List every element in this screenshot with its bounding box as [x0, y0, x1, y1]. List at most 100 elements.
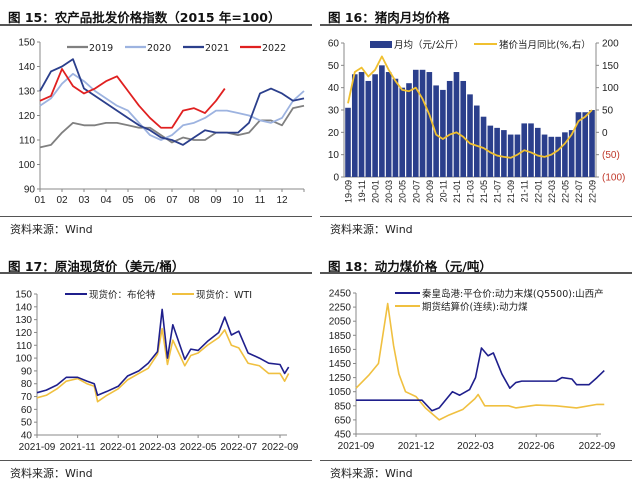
fig15-xtick-label: 01	[34, 195, 46, 206]
fig15-xtick-label: 03	[78, 195, 90, 206]
fig15-ytick-label: 130	[18, 87, 35, 98]
fig16-legend-swatch	[370, 41, 392, 48]
fig16-right-ytick-label: 100	[602, 83, 619, 94]
fig16-bar-21-10	[514, 134, 521, 177]
fig18-ytick-label: 2450	[329, 289, 352, 300]
fig17-xtick-label: 2022-09	[262, 442, 299, 453]
fig16-title: 图 16：猪肉月均价格	[328, 10, 450, 25]
fig16-xtick-label: 20-09	[425, 180, 435, 203]
fig16-bar-20-01	[372, 74, 378, 177]
fig15-series-2022	[39, 68, 226, 129]
fig18-legend-label: 期货结算价(连续):动力煤	[422, 301, 528, 313]
fig16-left-ytick-label: 0	[333, 173, 339, 184]
fig17-ytick-label: 110	[16, 341, 32, 352]
fig16-left-ytick-label: 10	[328, 150, 340, 161]
fig16-xtick-label: 21-11	[520, 180, 530, 202]
fig15-xtick-label: 04	[100, 195, 112, 206]
fig17-source-rule	[0, 460, 312, 461]
fig16-bar-19-12	[365, 80, 372, 177]
fig16-legend-label: 猪价当月同比(%,右）	[499, 39, 591, 51]
fig16-xtick-label: 20-01	[371, 180, 381, 203]
fig16-bar-20-07	[412, 69, 419, 177]
fig16-right-ytick-label: 0	[602, 128, 608, 139]
fig18-ytick-label: 2050	[329, 317, 352, 328]
fig15-source-rule	[0, 216, 312, 217]
fig17-ytick-label: 50	[21, 418, 33, 429]
fig16-xtick-label: 21-03	[466, 180, 476, 203]
fig16-xtick-label: 21-01	[452, 180, 462, 203]
fig16-bar-22-02	[541, 134, 548, 177]
fig18-xtick-label: 2022-03	[457, 441, 494, 452]
fig18-ytick-label: 450	[334, 430, 351, 441]
fig17-source: 资料来源：Wind	[10, 467, 93, 480]
fig16-bar-21-06	[487, 125, 494, 177]
fig16-bar-19-11	[358, 72, 365, 177]
fig18-ytick-label: 1850	[329, 331, 352, 342]
fig18-title: 图 18：动力煤价格（元/吨）	[328, 259, 492, 274]
fig16-xtick-label: 20-03	[384, 180, 394, 203]
fig15-ytick-label: 120	[18, 111, 35, 122]
fig15-ytick-label: 150	[18, 38, 35, 49]
fig18-title-rule	[320, 272, 632, 274]
fig15-legend-label: 2019	[89, 43, 113, 54]
fig15-title-rule	[0, 24, 312, 26]
fig17-xtick-label: 2022-03	[139, 442, 176, 453]
fig16-source-rule	[320, 216, 632, 217]
fig16-right-ytick-label: 50	[602, 106, 614, 117]
fig17-xtick-label: 2021-11	[60, 442, 96, 453]
fig16-xtick-label: 21-07	[493, 180, 503, 203]
fig15-source: 资料来源：Wind	[10, 223, 93, 236]
fig15-ytick-label: 110	[19, 136, 35, 147]
fig15-xtick-label: 06	[144, 195, 156, 206]
fig16-xtick-label: 21-05	[479, 180, 489, 203]
fig16-bar-21-03	[467, 94, 473, 177]
fig17-ytick-label: 40	[21, 431, 33, 442]
fig18-xtick-label: 2022-06	[518, 441, 555, 452]
fig15-xtick-label: 08	[188, 195, 200, 206]
fig16-left-ytick-label: 50	[328, 61, 340, 72]
fig17-ytick-label: 80	[21, 379, 33, 390]
fig16-bar-20-10	[433, 85, 439, 177]
fig15-legend-label: 2022	[262, 43, 286, 54]
fig16-xtick-label: 22-01	[533, 180, 543, 203]
fig18-xtick-label: 2021-09	[338, 441, 375, 452]
fig15-xtick-label: 11	[255, 195, 266, 206]
fig17-xtick-label: 2021-09	[19, 442, 56, 453]
fig16-bar-20-04	[392, 78, 399, 177]
fig15-xtick-label: 05	[122, 195, 134, 206]
fig17-legend-label: 现货价：布伦特	[89, 289, 156, 301]
fig18-legend-label: 秦皇岛港:平仓价:动力末煤(Q5500):山西产	[422, 288, 604, 300]
fig15-title: 图 15：农产品批发价格指数（2015 年=100）	[8, 10, 281, 25]
fig17-ytick-label: 130	[15, 315, 32, 326]
fig16-bar-20-12	[446, 80, 453, 177]
fig16-title-rule	[320, 24, 632, 26]
fig16-bar-22-09	[589, 110, 595, 177]
fig15-xtick-label: 02	[56, 195, 68, 206]
fig16-bar-22-03	[548, 136, 555, 177]
fig18-ytick-label: 650	[334, 415, 351, 426]
fig15-series-2021	[39, 58, 305, 146]
fig15-ytick-label: 100	[18, 160, 35, 171]
fig16-bar-22-08	[582, 112, 589, 177]
fig18-ytick-label: 1250	[329, 373, 352, 384]
fig16-bar-21-08	[501, 130, 507, 177]
fig16-bar-20-05	[399, 87, 406, 177]
fig16-bar-19-09	[345, 107, 351, 177]
fig16-bar-22-04	[555, 136, 561, 177]
fig18-ytick-label: 1450	[329, 359, 352, 370]
fig16-bar-21-02	[460, 80, 467, 177]
fig17-xtick-label: 2022-01	[100, 442, 137, 453]
fig16-right-ytick-label: (100)	[602, 173, 625, 184]
fig15-ytick-label: 140	[18, 62, 35, 73]
fig18-ytick-label: 850	[334, 401, 351, 412]
fig16-bar-21-04	[473, 105, 480, 177]
fig16-xtick-label: 22-05	[560, 180, 570, 203]
fig16-bar-19-10	[351, 74, 358, 177]
fig16-bar-20-03	[385, 72, 392, 177]
fig16-bar-21-07	[494, 127, 500, 177]
fig16-bar-21-12	[528, 123, 534, 177]
fig18-series-futures	[355, 302, 605, 421]
fig16-bar-21-01	[453, 72, 460, 177]
fig16-xtick-label: 22-07	[574, 180, 584, 203]
